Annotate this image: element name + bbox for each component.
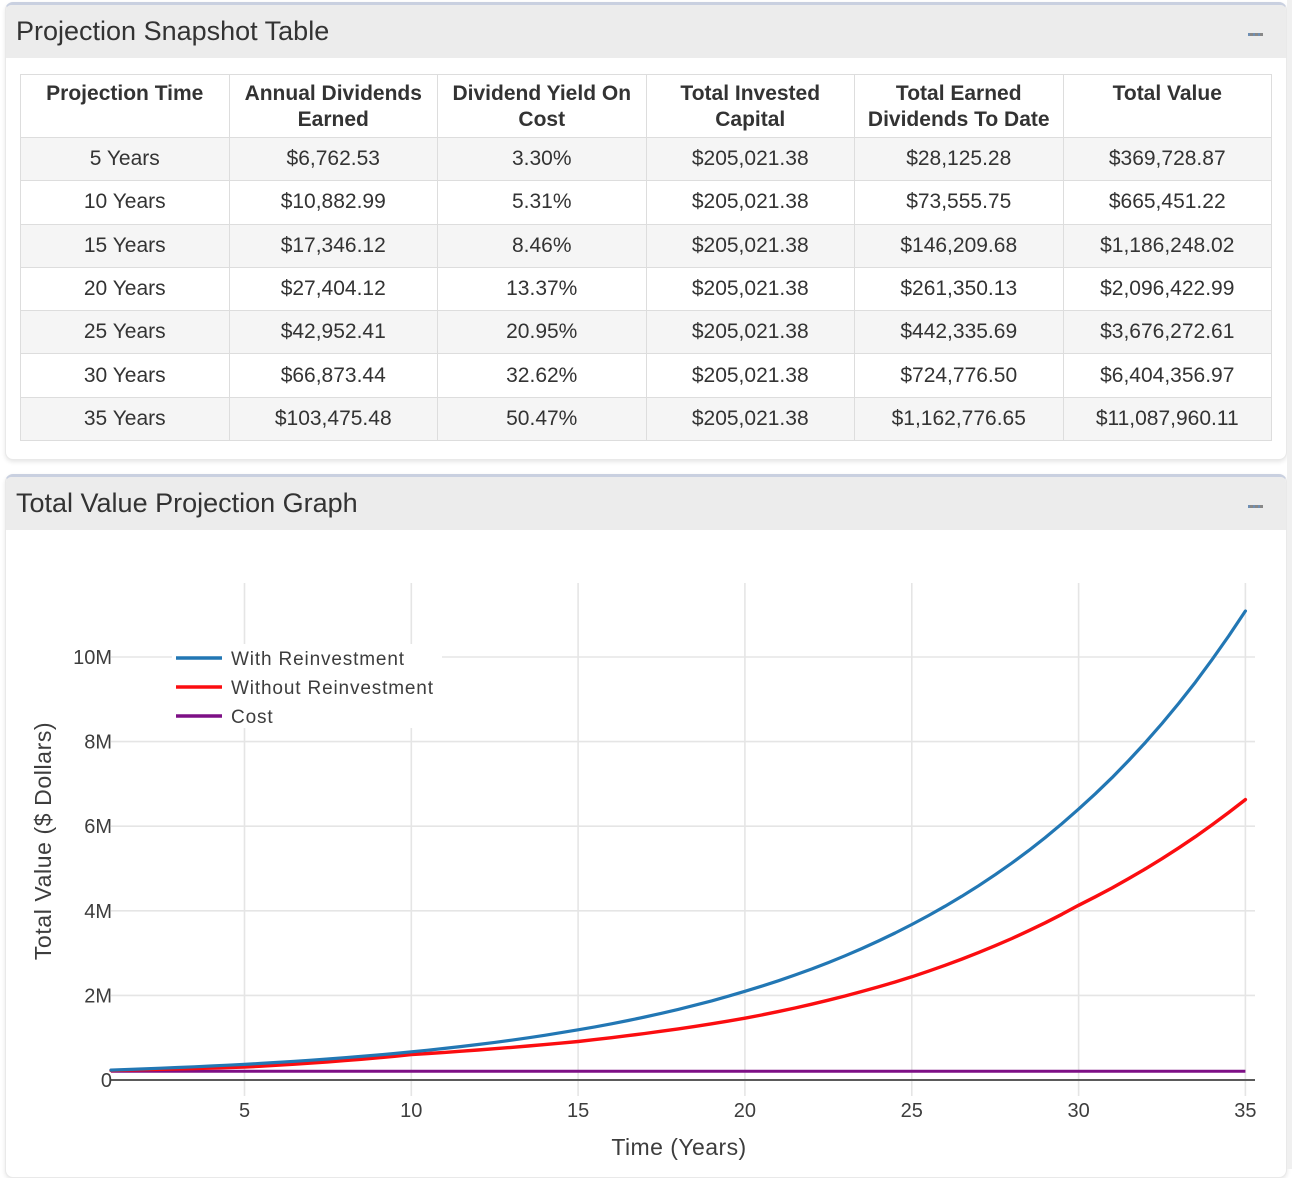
svg-text:Time (Years): Time (Years) — [611, 1134, 746, 1160]
svg-text:35: 35 — [1234, 1100, 1256, 1122]
svg-text:15: 15 — [567, 1100, 589, 1122]
svg-text:Cost: Cost — [231, 707, 273, 728]
svg-text:10: 10 — [400, 1100, 422, 1122]
svg-text:With Reinvestment: With Reinvestment — [231, 649, 405, 670]
svg-text:2M: 2M — [84, 985, 112, 1007]
svg-text:4M: 4M — [84, 901, 112, 923]
svg-text:0: 0 — [101, 1070, 112, 1092]
svg-text:10M: 10M — [73, 647, 112, 669]
svg-text:20: 20 — [734, 1100, 756, 1122]
svg-text:25: 25 — [901, 1100, 923, 1122]
svg-text:30: 30 — [1067, 1100, 1089, 1122]
svg-text:Without Reinvestment: Without Reinvestment — [231, 678, 434, 699]
svg-text:Total Value ($ Dollars): Total Value ($ Dollars) — [30, 722, 56, 960]
svg-text:8M: 8M — [84, 732, 112, 754]
svg-text:6M: 6M — [84, 816, 112, 838]
svg-text:5: 5 — [239, 1100, 250, 1122]
